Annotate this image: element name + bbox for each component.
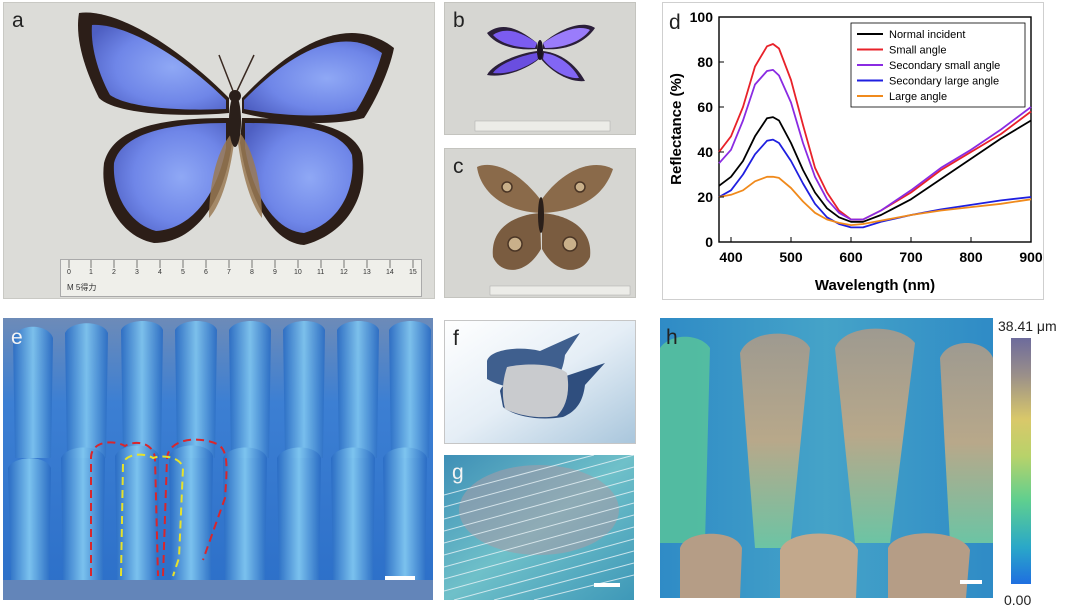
panel-label-h: h bbox=[666, 326, 678, 349]
ruler-tick-label: 3 bbox=[135, 269, 139, 276]
colorbar-max-label: 38.41 μm bbox=[998, 318, 1057, 334]
y-tick-label: 0 bbox=[705, 234, 713, 250]
ruler-tick-label: 7 bbox=[227, 269, 231, 276]
scale-bar-g bbox=[594, 583, 620, 587]
panel-label-e: e bbox=[11, 326, 23, 349]
scale-bar-e bbox=[385, 576, 415, 580]
panel-label-d: d bbox=[669, 11, 681, 34]
legend: Normal incident Small angle Secondary smal… bbox=[850, 22, 1026, 108]
series-line-2 bbox=[718, 43, 1032, 221]
y-tick-label: 60 bbox=[697, 99, 713, 115]
series-line-5 bbox=[718, 175, 1032, 227]
butterfly-ventral-image bbox=[477, 164, 631, 296]
height-map-image bbox=[660, 318, 993, 598]
legend-label: Normal incident bbox=[889, 29, 965, 41]
x-tick-label: 400 bbox=[719, 249, 743, 265]
x-tick-label: 800 bbox=[959, 249, 983, 265]
y-tick-label: 40 bbox=[697, 144, 713, 160]
panel-h: h bbox=[660, 318, 993, 598]
butterfly-iridescent-image bbox=[474, 24, 611, 132]
reflectance-chart: 400 500 600 700 800 900 0 20 40 60 80 100 Wavelengt… bbox=[668, 9, 1043, 294]
panel-e: e bbox=[3, 318, 433, 600]
x-tick-label: 600 bbox=[839, 249, 863, 265]
ruler-tick-label: 0 bbox=[67, 269, 71, 276]
ruler-tick-label: 15 bbox=[409, 269, 417, 276]
series-line-3 bbox=[718, 69, 1032, 221]
ruler-tick-label: 13 bbox=[363, 269, 371, 276]
x-axis-label: Wavelength (nm) bbox=[815, 277, 935, 294]
x-tick-label: 900 bbox=[1019, 249, 1043, 265]
panel-a: 0 1 2 3 4 5 6 7 8 9 10 11 12 13 14 15 M … bbox=[3, 2, 435, 299]
legend-label: Small angle bbox=[889, 45, 946, 57]
panel-label-b: b bbox=[453, 9, 465, 32]
ruler-tick-label: 1 bbox=[89, 269, 93, 276]
y-tick-label: 20 bbox=[697, 189, 713, 205]
panel-b: b bbox=[444, 2, 636, 135]
ruler-tick-label: 14 bbox=[386, 269, 394, 276]
scale-bar-h bbox=[960, 580, 982, 584]
panel-label-f: f bbox=[453, 327, 459, 350]
y-tick-label: 100 bbox=[690, 9, 714, 25]
ruler-tick-label: 4 bbox=[158, 269, 162, 276]
ruler-tick-label: 8 bbox=[250, 269, 254, 276]
morpho-butterfly-dorsal-image bbox=[78, 12, 394, 245]
y-axis-label: Reflectance (%) bbox=[668, 73, 685, 185]
ruler-brand: M 5得力 bbox=[67, 283, 97, 292]
ruler-tick-label: 6 bbox=[204, 269, 208, 276]
panel-label-a: a bbox=[12, 9, 24, 32]
y-tick-label: 80 bbox=[697, 54, 713, 70]
panel-g: g bbox=[444, 455, 634, 600]
scale-outline-red-left bbox=[90, 441, 159, 577]
series-line-4 bbox=[718, 138, 1032, 229]
scale-outline-yellow bbox=[120, 453, 185, 577]
panel-c: c bbox=[444, 148, 636, 298]
ruler-tick-label: 9 bbox=[273, 269, 277, 276]
panel-f: f bbox=[444, 320, 636, 444]
ruler: 0 1 2 3 4 5 6 7 8 9 10 11 12 13 14 15 M … bbox=[60, 259, 422, 297]
colorbar-min-label: 0.00 bbox=[1004, 592, 1032, 608]
x-tick-label: 700 bbox=[899, 249, 923, 265]
panel-d: 400 500 600 700 800 900 0 20 40 60 80 100 Wavelengt… bbox=[662, 2, 1044, 300]
scale-schematic-diagram bbox=[445, 321, 635, 443]
panel-label-c: c bbox=[453, 155, 464, 178]
colorbar bbox=[1011, 338, 1031, 584]
panel-label-g: g bbox=[452, 461, 464, 484]
series-line-1 bbox=[718, 116, 1032, 223]
scale-ridges-micrograph bbox=[444, 455, 634, 600]
ruler-tick-label: 12 bbox=[340, 269, 348, 276]
ruler-tick-label: 2 bbox=[112, 269, 116, 276]
ruler-tick-labels: 0 1 2 3 4 5 6 7 8 9 10 11 12 13 14 15 bbox=[65, 269, 421, 279]
ruler-tick-label: 5 bbox=[181, 269, 185, 276]
ruler-ticks-graphic bbox=[68, 260, 414, 268]
legend-label: Secondary small angle bbox=[889, 60, 1000, 72]
x-tick-label: 500 bbox=[779, 249, 803, 265]
plot-frame bbox=[718, 16, 1032, 243]
legend-label: Large angle bbox=[889, 91, 947, 103]
legend-label: Secondary large angle bbox=[889, 76, 999, 88]
ruler-tick-label: 11 bbox=[317, 269, 325, 276]
wing-scale-micrograph bbox=[3, 318, 433, 600]
ruler-tick-label: 10 bbox=[294, 269, 302, 276]
